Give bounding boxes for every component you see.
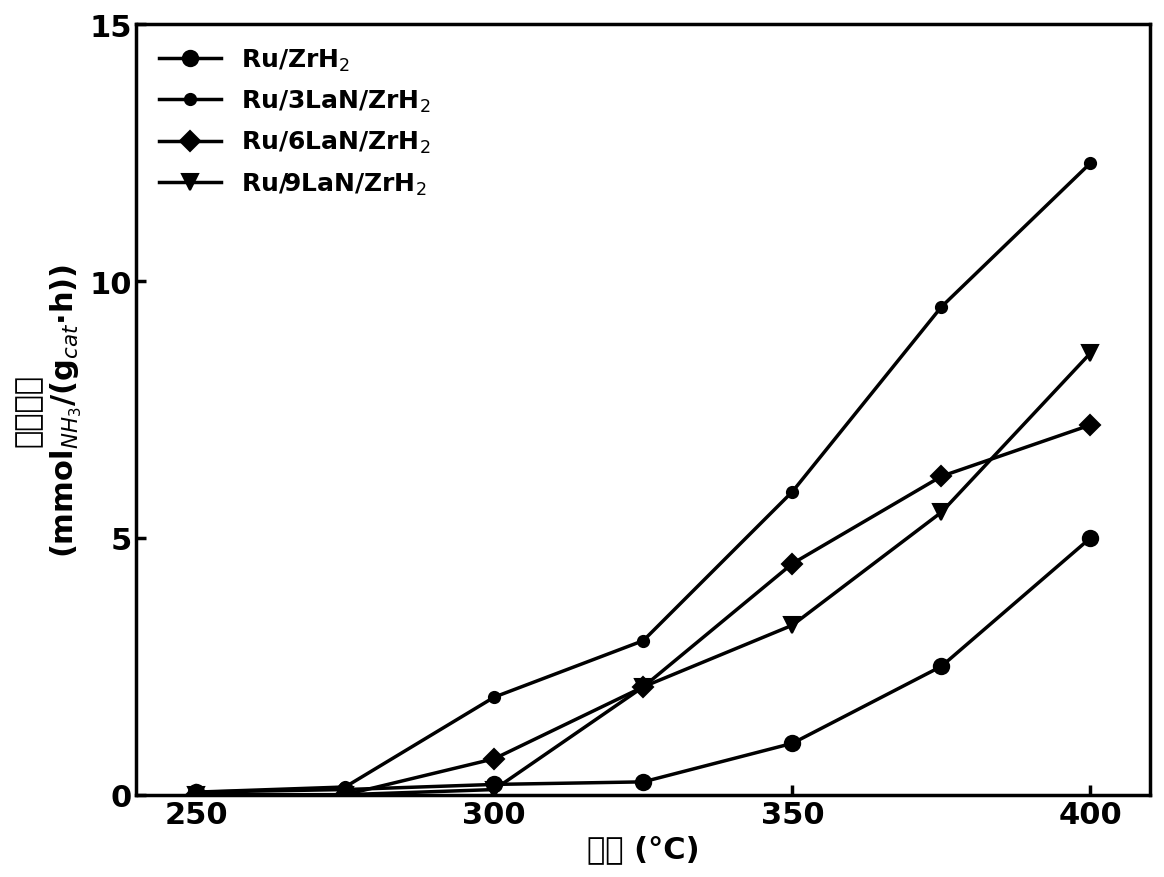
Ru/6LaN/ZrH$_2$ [1084,420,1098,431]
X-axis label: 温度 (°C): 温度 (°C) [587,834,700,863]
Ru/3LaN/ZrH$_2$ [935,303,949,313]
Ru/9LaN/ZrH$_2$ [339,789,353,800]
Ru/3LaN/ZrH$_2$ [339,781,353,792]
Ru/9LaN/ZrH$_2$ [488,784,502,795]
Ru/9LaN/ZrH$_2$ [935,508,949,518]
Ru/ZrH$_2$ [189,787,203,797]
Ru/ZrH$_2$ [935,661,949,672]
Line: Ru/6LaN/ZrH$_2$: Ru/6LaN/ZrH$_2$ [190,418,1098,802]
Ru/ZrH$_2$ [1084,533,1098,544]
Line: Ru/ZrH$_2$: Ru/ZrH$_2$ [189,531,1098,800]
Ru/9LaN/ZrH$_2$ [637,681,651,692]
Ru/6LaN/ZrH$_2$ [637,681,651,692]
Ru/6LaN/ZrH$_2$ [339,789,353,800]
Ru/3LaN/ZrH$_2$ [1084,159,1098,169]
Ru/6LaN/ZrH$_2$ [786,559,800,569]
Ru/3LaN/ZrH$_2$ [786,487,800,497]
Ru/9LaN/ZrH$_2$ [1084,348,1098,359]
Ru/6LaN/ZrH$_2$ [189,789,203,800]
Ru/ZrH$_2$ [637,777,651,788]
Ru/6LaN/ZrH$_2$ [488,753,502,764]
Ru/ZrH$_2$ [339,784,353,795]
Ru/3LaN/ZrH$_2$ [189,787,203,797]
Ru/9LaN/ZrH$_2$ [189,789,203,800]
Ru/3LaN/ZrH$_2$ [488,692,502,702]
Ru/ZrH$_2$ [786,738,800,749]
Line: Ru/3LaN/ZrH$_2$: Ru/3LaN/ZrH$_2$ [191,159,1096,798]
Ru/9LaN/ZrH$_2$ [786,620,800,631]
Ru/ZrH$_2$ [488,780,502,790]
Y-axis label: 反应速率
(mmol$_{NH_3}$/(g$_{cat}$·h)): 反应速率 (mmol$_{NH_3}$/(g$_{cat}$·h)) [14,263,84,557]
Ru/6LaN/ZrH$_2$ [935,472,949,482]
Line: Ru/9LaN/ZrH$_2$: Ru/9LaN/ZrH$_2$ [189,346,1098,802]
Legend: Ru/ZrH$_2$, Ru/3LaN/ZrH$_2$, Ru/6LaN/ZrH$_2$, Ru/9LaN/ZrH$_2$: Ru/ZrH$_2$, Ru/3LaN/ZrH$_2$, Ru/6LaN/ZrH… [149,38,441,208]
Ru/3LaN/ZrH$_2$ [637,636,651,646]
